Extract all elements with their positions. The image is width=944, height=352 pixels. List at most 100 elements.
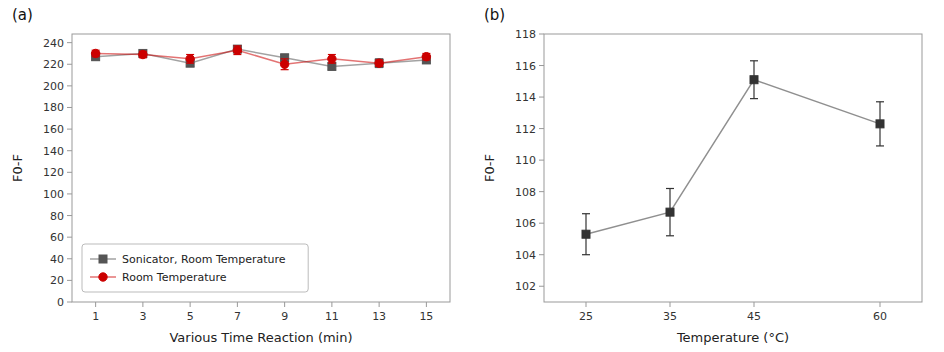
point bbox=[582, 230, 590, 238]
series bbox=[582, 61, 884, 255]
y-tick bbox=[539, 254, 544, 255]
y-tick-label: 120 bbox=[43, 166, 64, 179]
legend-label: Room Temperature bbox=[122, 271, 227, 284]
plot-area bbox=[91, 45, 430, 70]
x-tick bbox=[237, 302, 238, 307]
x-tick-label: 3 bbox=[139, 310, 146, 323]
y-tick-label: 20 bbox=[50, 274, 64, 287]
point bbox=[750, 76, 758, 84]
y-tick bbox=[67, 280, 72, 281]
y-tick bbox=[539, 191, 544, 192]
y-tick-label: 118 bbox=[515, 28, 536, 41]
point bbox=[186, 55, 194, 63]
point bbox=[328, 62, 336, 70]
y-tick bbox=[67, 150, 72, 151]
y-tick-label: 100 bbox=[43, 188, 64, 201]
x-tick bbox=[331, 302, 332, 307]
y-tick bbox=[539, 34, 544, 35]
plot-frame bbox=[544, 34, 922, 302]
error-cap bbox=[281, 69, 289, 70]
y-axis-label: F0-F bbox=[482, 154, 497, 182]
point bbox=[666, 208, 674, 216]
y-tick bbox=[67, 42, 72, 43]
panel-label: (b) bbox=[484, 6, 505, 24]
error-bar bbox=[375, 59, 383, 68]
y-tick bbox=[67, 64, 72, 65]
legend-marker bbox=[99, 255, 107, 263]
error-cap bbox=[750, 98, 758, 99]
y-tick bbox=[67, 193, 72, 194]
y-tick-label: 114 bbox=[515, 91, 536, 104]
x-tick bbox=[670, 302, 671, 307]
x-tick-label: 1 bbox=[92, 310, 99, 323]
error-cap bbox=[750, 60, 758, 61]
x-tick bbox=[379, 302, 380, 307]
y-tick-label: 200 bbox=[43, 80, 64, 93]
x-tick-label: 11 bbox=[325, 310, 339, 323]
y-tick bbox=[67, 258, 72, 259]
x-tick bbox=[586, 302, 587, 307]
error-bar bbox=[422, 53, 430, 59]
y-tick-label: 112 bbox=[515, 123, 536, 136]
error-cap bbox=[582, 213, 590, 214]
x-tick bbox=[426, 302, 427, 307]
point bbox=[91, 49, 99, 57]
y-tick-label: 108 bbox=[515, 186, 536, 199]
y-axis-label: F0-F bbox=[10, 154, 25, 182]
error-cap bbox=[876, 101, 884, 102]
error-bar bbox=[186, 55, 194, 64]
error-bar bbox=[750, 61, 758, 99]
y-tick-label: 240 bbox=[43, 37, 64, 50]
error-bar bbox=[375, 60, 383, 66]
series-line bbox=[96, 49, 427, 66]
plot-area bbox=[582, 61, 884, 255]
y-tick bbox=[539, 223, 544, 224]
chart-root: 0204060801001201401601802002202401357911… bbox=[0, 0, 944, 352]
x-tick-label: 60 bbox=[873, 310, 887, 323]
point bbox=[233, 46, 241, 54]
y-tick bbox=[67, 302, 72, 303]
y-tick bbox=[67, 215, 72, 216]
y-tick bbox=[67, 172, 72, 173]
legend-label: Sonicator, Room Temperature bbox=[122, 253, 286, 266]
x-axis-label: Temperature (°C) bbox=[676, 330, 789, 345]
series bbox=[92, 45, 431, 70]
error-cap bbox=[281, 58, 289, 59]
x-tick bbox=[142, 302, 143, 307]
y-tick bbox=[539, 97, 544, 98]
x-tick bbox=[880, 302, 881, 307]
y-tick-label: 0 bbox=[57, 296, 64, 309]
y-tick bbox=[539, 286, 544, 287]
x-tick bbox=[754, 302, 755, 307]
error-bar bbox=[233, 46, 241, 55]
y-tick-label: 102 bbox=[515, 280, 536, 293]
series-line bbox=[586, 80, 880, 234]
x-tick-label: 9 bbox=[281, 310, 288, 323]
y-tick bbox=[67, 129, 72, 130]
x-tick-label: 7 bbox=[234, 310, 241, 323]
legend-box bbox=[82, 244, 308, 292]
point bbox=[422, 52, 430, 60]
y-tick-label: 60 bbox=[50, 231, 64, 244]
error-bar bbox=[328, 55, 336, 64]
x-tick-label: 13 bbox=[372, 310, 386, 323]
error-cap bbox=[666, 235, 674, 236]
y-tick bbox=[539, 128, 544, 129]
x-tick bbox=[284, 302, 285, 307]
error-bar bbox=[92, 50, 100, 56]
error-cap bbox=[582, 254, 590, 255]
y-tick-label: 140 bbox=[43, 145, 64, 158]
series bbox=[91, 46, 430, 70]
y-tick-label: 180 bbox=[43, 101, 64, 114]
x-tick-label: 35 bbox=[663, 310, 677, 323]
panel: 10210410610811011211411611825354560Tempe… bbox=[482, 6, 922, 345]
y-tick bbox=[67, 237, 72, 238]
point bbox=[280, 60, 288, 68]
x-tick-label: 45 bbox=[747, 310, 761, 323]
error-bar bbox=[281, 59, 289, 70]
x-tick bbox=[190, 302, 191, 307]
error-bar bbox=[666, 188, 674, 235]
point bbox=[328, 55, 336, 63]
y-tick-label: 40 bbox=[50, 253, 64, 266]
legend-marker bbox=[99, 273, 107, 281]
